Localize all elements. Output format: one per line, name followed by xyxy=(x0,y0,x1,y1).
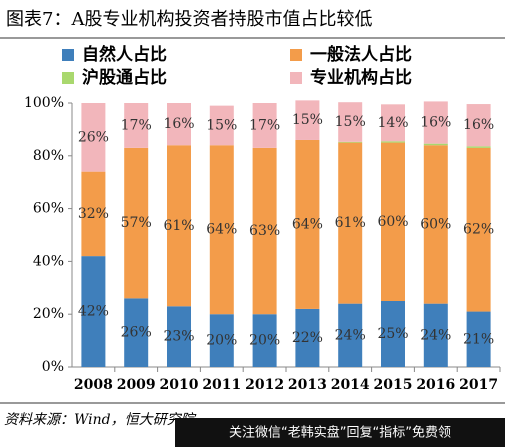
bar-segment xyxy=(338,102,363,142)
x-tick-label: 2011 xyxy=(202,377,241,393)
bar-segment xyxy=(124,298,149,367)
bar-segment xyxy=(381,104,405,142)
bar-segment xyxy=(167,103,191,146)
bar-segment xyxy=(252,103,277,148)
bar-segment xyxy=(252,147,277,315)
bar-segment xyxy=(295,100,320,140)
bar-segment xyxy=(338,142,363,304)
legend-swatch xyxy=(290,72,302,84)
data-label: 15% xyxy=(335,114,366,130)
data-label: 24% xyxy=(335,327,366,343)
bar-segment xyxy=(295,139,320,309)
bar-segment xyxy=(81,171,106,257)
data-label: 26% xyxy=(78,129,109,145)
data-label: 61% xyxy=(335,215,366,231)
data-label: 23% xyxy=(163,329,194,345)
x-tick-label: 2012 xyxy=(245,377,284,393)
bar-segment xyxy=(167,145,191,307)
bar-segment xyxy=(381,142,405,301)
bar-segment xyxy=(81,256,106,367)
bar-segment xyxy=(209,145,234,315)
data-label: 20% xyxy=(249,333,280,349)
data-label: 61% xyxy=(163,218,194,234)
data-label: 20% xyxy=(206,333,237,349)
y-tick-label: 0% xyxy=(42,359,64,375)
bar-segment xyxy=(423,101,448,144)
y-tick-label: 80% xyxy=(33,148,64,164)
data-label: 16% xyxy=(463,117,494,133)
x-tick-label: 2015 xyxy=(374,377,413,393)
y-tick-label: 60% xyxy=(33,201,64,217)
bar-segment xyxy=(423,303,448,367)
data-label: 15% xyxy=(206,117,237,133)
bar-segment xyxy=(466,147,491,312)
bar-segment xyxy=(381,141,405,143)
data-label: 24% xyxy=(420,327,451,343)
data-label: 42% xyxy=(78,304,109,320)
data-label: 63% xyxy=(249,223,280,239)
legend-label: 自然人占比 xyxy=(82,44,167,65)
bar-segment xyxy=(338,303,363,367)
y-tick-label: 100% xyxy=(24,95,64,111)
y-tick-label: 20% xyxy=(33,306,64,322)
data-label: 22% xyxy=(292,330,323,346)
x-tick-label: 2017 xyxy=(459,377,498,393)
data-label: 32% xyxy=(78,206,109,222)
bar-segment xyxy=(124,147,149,299)
data-label: 21% xyxy=(463,331,494,347)
bar-segment xyxy=(252,314,277,367)
bar-segment xyxy=(338,141,363,143)
bar-segment xyxy=(423,145,448,304)
data-label: 26% xyxy=(121,325,152,341)
chart-title: 图表7：A股专业机构投资者持股市值占比较低 xyxy=(6,9,372,30)
legend-swatch xyxy=(62,72,74,84)
bar-segment xyxy=(209,105,234,146)
data-label: 60% xyxy=(377,214,408,230)
bar-segment xyxy=(81,103,106,172)
x-tick-label: 2010 xyxy=(160,377,199,393)
data-label: 15% xyxy=(292,112,323,128)
watermark-box xyxy=(175,418,505,447)
watermark: 关注微信“老韩实盘”回复“指标”免费领 xyxy=(229,425,451,441)
bar-segment xyxy=(466,311,491,367)
legend-label: 沪股通占比 xyxy=(82,67,167,88)
x-tick-label: 2013 xyxy=(288,377,327,393)
bar-segment xyxy=(295,308,320,367)
data-label: 57% xyxy=(121,215,152,231)
data-label: 62% xyxy=(463,222,494,238)
legend-swatch xyxy=(290,49,302,61)
y-tick-label: 40% xyxy=(33,253,64,269)
x-tick-label: 2008 xyxy=(74,377,113,393)
bar-segment xyxy=(381,301,405,367)
bar-segment xyxy=(423,143,448,146)
bar-segment xyxy=(466,104,491,147)
x-tick-label: 2016 xyxy=(416,377,455,393)
bar-segment xyxy=(209,314,234,367)
data-label: 60% xyxy=(420,216,451,232)
source: 资料来源：Wind，恒大研究院 xyxy=(4,412,197,428)
bar-segment xyxy=(124,103,149,148)
legend-swatch xyxy=(62,49,74,61)
bar-segment xyxy=(167,306,191,367)
x-tick-label: 2014 xyxy=(331,377,370,393)
data-label: 17% xyxy=(249,117,280,133)
data-label: 64% xyxy=(292,216,323,232)
x-tick-label: 2009 xyxy=(117,377,156,393)
data-label: 16% xyxy=(163,116,194,132)
legend-label: 一般法人占比 xyxy=(310,44,412,65)
data-label: 17% xyxy=(121,117,152,133)
data-label: 64% xyxy=(206,222,237,238)
legend-label: 专业机构占比 xyxy=(310,67,412,88)
data-label: 16% xyxy=(420,115,451,131)
data-label: 25% xyxy=(377,326,408,342)
bar-segment xyxy=(466,146,491,148)
data-label: 14% xyxy=(377,115,408,131)
